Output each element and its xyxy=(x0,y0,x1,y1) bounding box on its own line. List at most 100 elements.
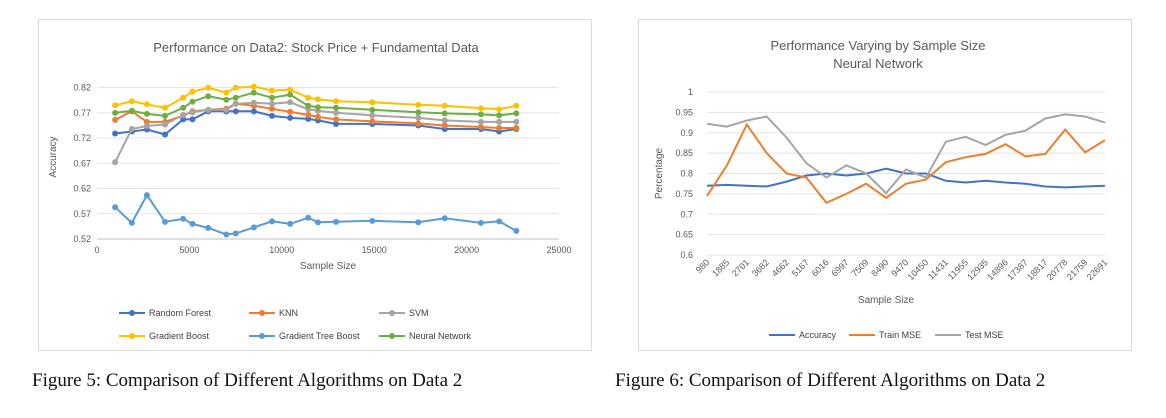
x-axis-label: Sample Size xyxy=(300,261,357,272)
data-point-knn xyxy=(269,105,276,112)
data-point-gradient-boost xyxy=(369,99,376,106)
data-point-gradient-tree-boost xyxy=(143,192,150,199)
data-point-gradient-tree-boost xyxy=(477,219,484,226)
data-point-svm xyxy=(223,106,230,113)
data-point-neural-network xyxy=(128,107,135,114)
data-point-gradient-tree-boost xyxy=(513,227,520,234)
data-point-svm xyxy=(180,111,187,118)
data-point-knn xyxy=(496,124,503,131)
legend-marker-knn xyxy=(259,310,265,316)
data-point-gradient-boost xyxy=(205,84,212,91)
data-point-knn xyxy=(369,118,376,125)
x-tick-label: 17387 xyxy=(1005,257,1030,282)
x-tick-label: 11955 xyxy=(946,257,970,281)
x-tick-label: 18817 xyxy=(1025,257,1050,282)
data-point-gradient-boost xyxy=(269,87,276,94)
legend-label-accuracy: Accuracy xyxy=(799,330,837,340)
data-point-gradient-tree-boost xyxy=(269,218,276,225)
data-point-gradient-boost xyxy=(223,89,230,96)
y-tick-label: 0.52 xyxy=(73,234,91,244)
y-tick-label: 0.57 xyxy=(73,209,91,219)
data-point-knn xyxy=(112,116,119,123)
y-tick-label: 0.85 xyxy=(675,148,693,158)
legend-marker-random-forest xyxy=(129,310,135,316)
data-point-gradient-tree-boost xyxy=(180,215,187,222)
y-tick-label: 0.6 xyxy=(680,250,693,260)
data-point-neural-network xyxy=(223,96,230,103)
data-point-neural-network xyxy=(477,111,484,118)
data-point-svm xyxy=(232,100,239,107)
data-point-gradient-boost xyxy=(305,94,312,101)
figure-5-chart: Performance on Data2: Stock Price + Fund… xyxy=(48,40,572,341)
x-tick-label: 22691 xyxy=(1085,257,1110,282)
data-point-svm xyxy=(477,118,484,125)
data-point-gradient-tree-boost xyxy=(205,224,212,231)
legend-label-random-forest: Random Forest xyxy=(149,308,212,318)
chart-subtitle: Neural Network xyxy=(833,56,923,71)
x-tick-label: 20778 xyxy=(1045,257,1070,282)
data-point-svm xyxy=(415,114,422,121)
data-point-neural-network xyxy=(314,104,321,111)
chart-title: Performance Varying by Sample Size xyxy=(770,38,985,53)
data-point-gradient-tree-boost xyxy=(305,214,312,221)
data-point-svm xyxy=(250,99,257,106)
series-line-random-forest xyxy=(114,110,517,136)
data-point-gradient-boost xyxy=(513,102,520,109)
data-point-gradient-boost xyxy=(128,98,135,105)
series-line-gradient-tree-boost xyxy=(114,193,517,236)
data-point-gradient-boost xyxy=(415,101,422,108)
data-point-random-forest xyxy=(333,120,340,127)
x-tick-label: 10000 xyxy=(269,245,294,255)
figure-6-panel: Performance Varying by Sample Size Neural… xyxy=(600,0,1166,418)
data-point-gradient-boost xyxy=(441,102,448,109)
series-line-accuracy xyxy=(706,167,1106,189)
data-point-gradient-tree-boost xyxy=(287,220,294,227)
legend-marker-svm xyxy=(389,310,395,316)
data-point-svm xyxy=(333,109,340,116)
series-line-train-mse xyxy=(706,122,1106,205)
data-point-neural-network xyxy=(441,110,448,117)
data-point-gradient-boost xyxy=(477,105,484,112)
data-point-knn xyxy=(415,120,422,127)
data-point-knn xyxy=(333,116,340,123)
data-point-knn xyxy=(477,123,484,130)
y-tick-label: 0.95 xyxy=(675,107,693,117)
y-tick-label: 0.62 xyxy=(73,184,91,194)
data-point-svm xyxy=(112,159,119,166)
chart-title: Performance on Data2: Stock Price + Fund… xyxy=(153,40,479,55)
y-axis-label: Accuracy xyxy=(48,136,59,177)
data-point-random-forest xyxy=(232,108,239,115)
data-point-gradient-tree-boost xyxy=(223,231,230,238)
data-point-gradient-tree-boost xyxy=(333,218,340,225)
data-point-gradient-boost xyxy=(180,94,187,101)
data-point-gradient-boost xyxy=(162,104,169,111)
x-tick-label: 4662 xyxy=(770,257,791,278)
x-tick-label: 12935 xyxy=(965,257,990,282)
data-point-gradient-boost xyxy=(287,86,294,93)
legend-marker-neural-network xyxy=(389,333,395,339)
data-point-neural-network xyxy=(112,109,119,116)
data-point-knn xyxy=(314,113,321,120)
x-tick-label: 14896 xyxy=(985,257,1010,282)
data-point-neural-network xyxy=(287,91,294,98)
figure-5-panel: Performance on Data2: Stock Price + Fund… xyxy=(32,19,592,391)
y-tick-label: 0.65 xyxy=(675,230,693,240)
data-point-neural-network xyxy=(180,104,187,111)
y-tick-label: 0.82 xyxy=(73,83,91,93)
data-point-knn xyxy=(441,122,448,129)
data-point-svm xyxy=(441,117,448,124)
x-tick-label: 8490 xyxy=(869,257,890,278)
x-tick-label: 11431 xyxy=(926,257,950,281)
legend-label-gradient-tree-boost: Gradient Tree Boost xyxy=(279,331,360,341)
data-point-gradient-tree-boost xyxy=(369,217,376,224)
x-tick-label: 6016 xyxy=(810,257,831,278)
figure-6-chart-area: Performance Varying by Sample Size Neural… xyxy=(638,19,1132,351)
data-point-gradient-tree-boost xyxy=(441,215,448,222)
legend-label-train-mse: Train MSE xyxy=(879,330,921,340)
data-point-neural-network xyxy=(189,98,196,105)
legend-label-svm: SVM xyxy=(409,308,429,318)
data-point-svm xyxy=(143,122,150,129)
data-point-random-forest xyxy=(250,108,257,115)
legend-label-gradient-boost: Gradient Boost xyxy=(149,331,210,341)
data-point-knn xyxy=(513,124,520,131)
